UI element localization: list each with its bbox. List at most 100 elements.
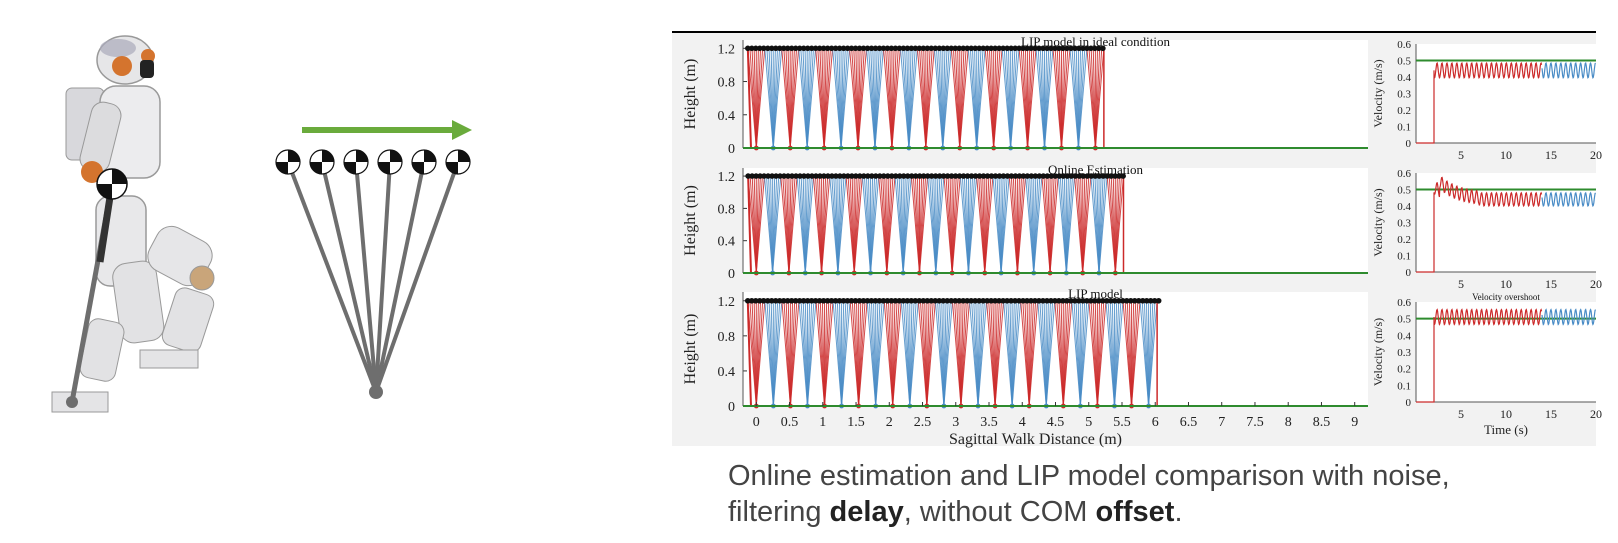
- right-arrow-icon: [302, 120, 472, 140]
- caption-text: filtering: [728, 496, 830, 528]
- com-point: [1147, 297, 1154, 304]
- x-tick-label: 3: [952, 415, 959, 430]
- com-marker-quadrant: [424, 150, 436, 162]
- leg-line: [858, 300, 868, 407]
- com-point: [748, 297, 755, 304]
- x-tick-label: 6: [1152, 415, 1159, 430]
- x-tick-label: 5.5: [1113, 415, 1131, 430]
- velocity-line-estimated: [1416, 308, 1543, 403]
- com-point: [980, 297, 986, 304]
- com-point: [896, 297, 903, 304]
- leg-line: [772, 300, 783, 407]
- com-point: [960, 297, 966, 304]
- leg-line: [1028, 300, 1039, 407]
- com-point: [912, 45, 919, 52]
- com-point: [872, 173, 879, 179]
- com-point: [1143, 297, 1150, 304]
- com-marker-quadrant: [390, 150, 402, 162]
- leg-line: [977, 300, 988, 407]
- y-tick-label: 0.2: [1397, 364, 1411, 376]
- leg-line: [1148, 300, 1158, 407]
- leg-line: [967, 176, 978, 274]
- com-point: [956, 173, 963, 179]
- y-tick-label: 0: [1406, 267, 1412, 279]
- com-point: [800, 297, 807, 304]
- com-point: [800, 45, 807, 52]
- com-point: [1044, 173, 1051, 179]
- com-marker-quadrant: [458, 150, 470, 162]
- com-point: [956, 297, 963, 304]
- com-point: [792, 45, 799, 52]
- com-point: [756, 297, 763, 304]
- com-point: [789, 173, 795, 179]
- com-point: [884, 173, 891, 179]
- com-point: [1088, 45, 1094, 52]
- x-tick-label: 15: [1545, 148, 1557, 162]
- com-point: [884, 297, 891, 304]
- com-point: [820, 45, 827, 52]
- com-point: [888, 173, 895, 179]
- x-tick-label: 4: [1019, 415, 1026, 430]
- com-point: [764, 297, 771, 304]
- leg-line: [892, 300, 902, 407]
- com-point: [920, 45, 927, 52]
- com-point: [1084, 45, 1090, 52]
- com-point: [1080, 173, 1087, 179]
- com-point: [976, 297, 982, 304]
- com-marker-quadrant: [446, 162, 458, 174]
- com-point: [1068, 45, 1074, 52]
- com-point: [1108, 297, 1114, 304]
- com-point: [916, 173, 923, 179]
- x-tick-label: 9: [1351, 415, 1358, 430]
- com-point: [865, 173, 871, 179]
- y-tick-label: 0: [728, 142, 735, 157]
- com-point: [753, 173, 759, 179]
- com-point: [896, 173, 903, 179]
- com-marker-quadrant: [322, 150, 334, 162]
- com-point: [1040, 173, 1047, 179]
- com-point: [944, 173, 951, 179]
- com-point: [928, 297, 935, 304]
- com-point: [829, 173, 835, 179]
- com-point: [936, 45, 943, 52]
- com-point: [752, 297, 759, 304]
- com-point: [960, 173, 967, 179]
- com-point: [1100, 173, 1106, 179]
- com-point: [1100, 297, 1106, 304]
- com-point: [1076, 173, 1083, 179]
- x-tick-label: 20: [1590, 277, 1602, 291]
- com-point: [1028, 173, 1035, 179]
- com-marker-icon: [309, 149, 335, 175]
- y-axis-label: Height (m): [682, 59, 699, 130]
- com-point: [892, 45, 899, 52]
- y-tick-label: 0.4: [718, 365, 736, 380]
- x-tick-label: 5: [1458, 277, 1464, 291]
- com-point: [1064, 297, 1070, 304]
- com-point: [773, 173, 779, 179]
- com-point: [781, 173, 787, 179]
- com-point: [1056, 173, 1063, 179]
- y-tick-label: 0.3: [1397, 218, 1411, 230]
- com-point: [1060, 45, 1066, 52]
- y-tick-label: 0.2: [1397, 234, 1411, 246]
- com-point: [988, 297, 994, 304]
- com-point: [808, 45, 815, 52]
- y-tick-label: 1.2: [718, 42, 736, 57]
- com-point: [768, 45, 775, 52]
- pendulum-pivot: [369, 385, 383, 399]
- com-marker-icon: [411, 149, 437, 175]
- com-point: [772, 45, 779, 52]
- com-point: [1048, 173, 1055, 179]
- com-point: [980, 173, 987, 179]
- com-point: [1096, 297, 1102, 304]
- com-marker-icon: [275, 149, 301, 175]
- com-point: [832, 297, 839, 304]
- velocity-line-model: [1541, 308, 1597, 326]
- com-point: [940, 45, 947, 52]
- leg-line: [909, 300, 919, 407]
- com-point: [872, 297, 879, 304]
- com-point: [888, 297, 895, 304]
- leg-line: [821, 176, 831, 274]
- y-tick-label: 0.1: [1397, 122, 1411, 134]
- y-tick-label: 0.4: [1397, 72, 1411, 84]
